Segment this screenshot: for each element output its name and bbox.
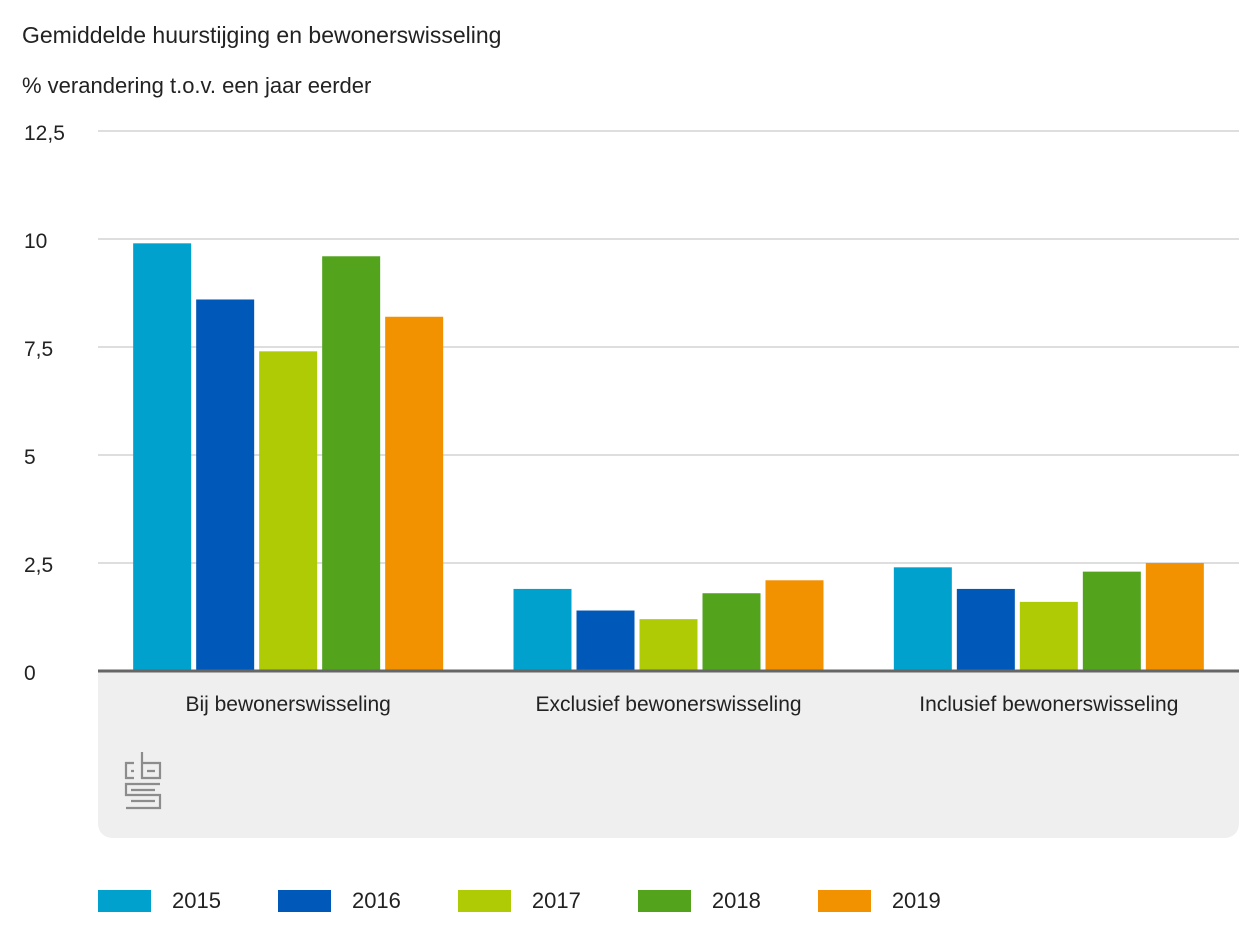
legend-item-2016[interactable]: 2016 [277, 887, 401, 915]
bar-2019-0[interactable] [385, 316, 444, 671]
y-tick-label: 5 [24, 446, 36, 469]
x-tick-label: Inclusief bewonerswisseling [919, 693, 1178, 716]
legend-swatch [98, 890, 151, 912]
y-tick-label: 12,5 [24, 122, 65, 145]
bar-2018-0[interactable] [322, 256, 381, 671]
legend-label: 2018 [711, 888, 761, 913]
legend-label: 2019 [891, 888, 941, 913]
y-tick-label: 0 [24, 662, 36, 685]
legend-item-2015[interactable]: 2015 [98, 887, 221, 915]
legend-swatch [817, 890, 871, 912]
legend-label: 2015 [172, 888, 221, 913]
legend-label: 2016 [351, 888, 401, 913]
bar-2017-2[interactable] [1019, 601, 1078, 671]
x-axis-panel [98, 671, 1239, 838]
legend-swatch [637, 890, 691, 912]
chart-title: Gemiddelde huurstijging en bewonerswisse… [22, 22, 502, 48]
x-tick-label: Bij bewonerswisseling [185, 693, 390, 716]
bar-2018-2[interactable] [1082, 571, 1141, 671]
bar-2017-1[interactable] [639, 619, 698, 671]
bar-2016-0[interactable] [196, 299, 255, 671]
y-tick-label: 10 [24, 230, 47, 253]
bar-2018-1[interactable] [702, 593, 761, 671]
legend-item-2017[interactable]: 2017 [457, 887, 581, 915]
bar-2015-0[interactable] [133, 243, 192, 671]
x-tick-label: Exclusief bewonerswisseling [535, 693, 801, 716]
bar-2015-1[interactable] [513, 588, 572, 671]
cbs-logo: cbs [124, 752, 162, 810]
bar-2019-1[interactable] [765, 580, 824, 671]
legend: 2015 2016 2017 2018 2019 [98, 883, 998, 919]
legend-item-2018[interactable]: 2018 [637, 887, 761, 915]
bar-2019-2[interactable] [1145, 563, 1204, 671]
bar-2016-2[interactable] [956, 588, 1015, 671]
y-tick-label: 2,5 [24, 554, 53, 577]
chart-subtitle: % verandering t.o.v. een jaar eerder [22, 73, 372, 98]
y-tick-label: 7,5 [24, 338, 53, 361]
x-axis-panel-top [98, 671, 1239, 691]
bar-2017-0[interactable] [259, 351, 318, 671]
legend-item-2019[interactable]: 2019 [817, 887, 941, 915]
legend-swatch [277, 890, 331, 912]
legend-label: 2017 [531, 888, 581, 913]
bar-2016-1[interactable] [576, 610, 635, 671]
bar-2015-2[interactable] [893, 567, 952, 671]
legend-swatch [457, 890, 511, 912]
